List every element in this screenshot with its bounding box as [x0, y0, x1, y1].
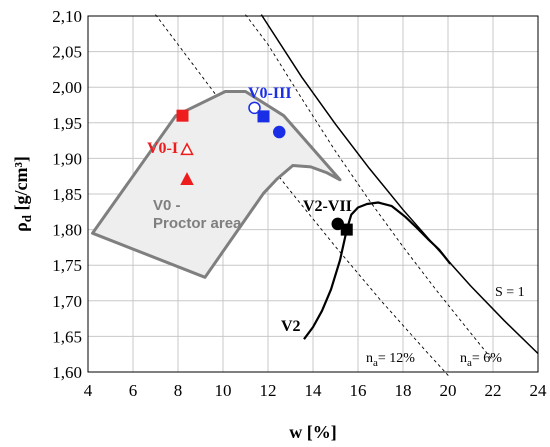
y-tick-label: 2,00 [52, 78, 82, 97]
annotation-v0-3: V0-III [248, 85, 292, 102]
curve-v2 [345, 201, 452, 265]
point-v0-iii-circle [248, 101, 261, 115]
x-axis-title: w [%] [289, 422, 337, 442]
proctor-area-label-2: Proctor area [153, 215, 242, 232]
annotation-v2-7: V2-VII [303, 198, 352, 215]
y-tick-label: 1,65 [52, 327, 82, 346]
y-tick-label: 1,95 [52, 114, 82, 133]
proctor-area-label-1: V0 - [153, 197, 181, 214]
annotation-na6: na= 6% [460, 351, 502, 369]
x-tick-label: 12 [260, 381, 277, 400]
compaction-curves [303, 201, 452, 340]
plot-frame [87, 15, 539, 373]
annotation-s1: S = 1 [495, 285, 525, 300]
line-s-1 [260, 14, 539, 355]
x-tick-label: 14 [305, 381, 323, 400]
annotation-v0-1: V0-I [147, 140, 178, 157]
data-points [176, 101, 353, 236]
line-n-a-6- [245, 14, 494, 361]
x-tick-label: 6 [129, 381, 138, 400]
y-tick-label: 1,90 [52, 149, 82, 168]
point-v0-iii-circle [273, 125, 286, 139]
x-tick-label: 4 [84, 381, 93, 400]
point-v0-iii-square [257, 110, 270, 123]
y-axis-title: ρd [g/cm³] [11, 156, 34, 232]
annotation-na12: na= 12% [366, 351, 415, 369]
tick-labels: 4 6 8 10 12 14 16 18 20 22 24 1,60 1,65 1,70 1,75 1,80 1… [52, 7, 547, 400]
reference-lines [155, 14, 539, 379]
y-tick-label: 1,70 [52, 292, 82, 311]
x-tick-label: 20 [440, 381, 457, 400]
x-tick-label: 16 [350, 381, 367, 400]
point-v0-i-square [176, 109, 189, 122]
annotation-v2: V2 [281, 318, 301, 335]
point-v2-vii-square [340, 223, 353, 236]
y-tick-label: 1,80 [52, 221, 82, 240]
y-tick-label: 1,60 [52, 363, 82, 382]
point-v0-triangle [180, 172, 194, 186]
x-tick-label: 18 [395, 381, 412, 400]
x-tick-label: 24 [530, 381, 548, 400]
x-tick-label: 22 [485, 381, 502, 400]
curve-v2-dry-branch [303, 229, 348, 340]
x-tick-label: 8 [174, 381, 183, 400]
y-tick-label: 2,05 [52, 43, 82, 62]
y-tick-label: 1,75 [52, 256, 82, 275]
point-v0-triangle [180, 142, 194, 156]
y-tick-label: 2,10 [52, 7, 82, 26]
y-tick-label: 1,85 [52, 185, 82, 204]
x-tick-label: 10 [215, 381, 232, 400]
line-n-a-12- [155, 14, 451, 379]
